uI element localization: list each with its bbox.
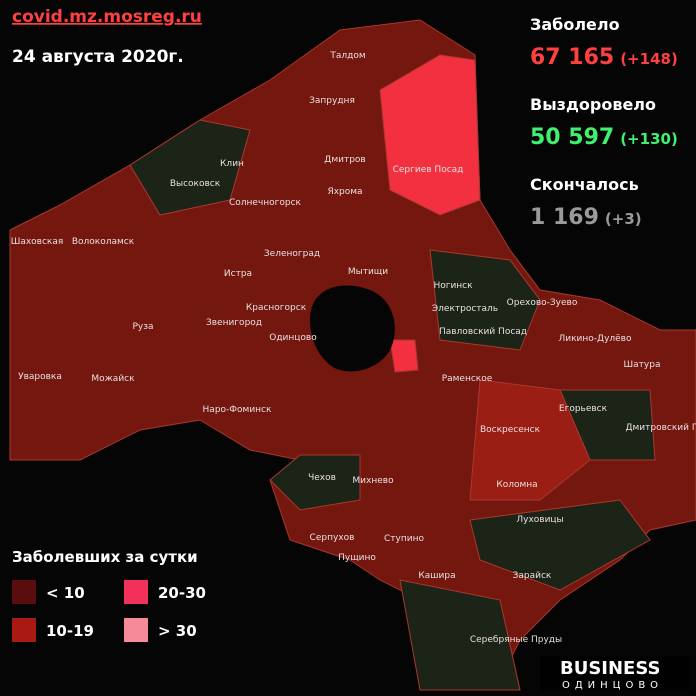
city-label: Павловский Посад (439, 327, 527, 337)
city-label: Электросталь (432, 304, 498, 314)
region-dark (469, 499, 651, 591)
region-bright (379, 54, 481, 216)
city-label: Орехово-Зуево (507, 298, 578, 308)
stats: Заболело 67 165 (+148) Выздоровело 50 597 (+1… (530, 15, 678, 230)
city-label: Солнечногорск (229, 198, 302, 208)
city-labels: Талдом Запрудня Дмитров Яхрома Сергиев Посад… (11, 51, 696, 645)
legend-label: 10-19 (46, 622, 94, 640)
city-label: Егорьевск (559, 404, 608, 414)
stat-value: 50 597 (+130) (530, 125, 678, 150)
city-label: Серебряные Пруды (470, 635, 562, 645)
city-label: Звенигород (206, 318, 262, 328)
date: 24 августа 2020г. (12, 47, 184, 67)
legend-title: Заболевших за сутки (12, 548, 198, 566)
city-label: Высоковск (170, 179, 221, 189)
city-label: Воскресенск (480, 425, 541, 435)
moscow (310, 285, 395, 372)
stat-value: 67 165 (+148) (530, 45, 678, 70)
region-dark (429, 249, 541, 351)
region-dark (129, 119, 251, 216)
legend-swatch (12, 580, 36, 604)
city-label: Коломна (496, 480, 537, 490)
city-label: Ногинск (433, 281, 473, 291)
region-dark (399, 579, 521, 691)
city-label: Наро-Фоминск (203, 405, 272, 415)
stat-delta: (+3) (605, 210, 642, 228)
region-medium (469, 379, 591, 501)
city-label: Красногорск (246, 303, 307, 313)
legend-swatch (124, 580, 148, 604)
stat-delta: (+130) (620, 130, 678, 148)
city-label: Чехов (308, 473, 336, 483)
legend-label: < 10 (46, 584, 85, 602)
stat-number: 1 169 (530, 205, 599, 230)
region-bright (389, 339, 419, 373)
city-label: Шаховская (11, 237, 64, 247)
legend: < 10 10-19 20-30 > 30 (12, 580, 206, 642)
city-label: Дмитровский Погост (625, 423, 696, 433)
stat-value: 1 169 (+3) (530, 205, 642, 230)
region-dark (269, 454, 361, 511)
city-label: Ступино (384, 534, 424, 544)
city-label: Яхрома (327, 187, 362, 197)
city-label: Руза (132, 322, 153, 332)
city-label: Серпухов (310, 533, 355, 543)
legend-swatch (12, 618, 36, 642)
city-label: Шатура (624, 360, 661, 370)
stat-number: 67 165 (530, 45, 614, 70)
city-label: Запрудня (309, 96, 355, 106)
stat-label: Выздоровело (530, 95, 656, 114)
legend-label: 20-30 (158, 584, 206, 602)
logo-bg (540, 656, 690, 690)
legend-swatch (124, 618, 148, 642)
stat-delta: (+148) (620, 50, 678, 68)
city-label: Раменское (442, 374, 493, 384)
city-label: Клин (220, 159, 244, 169)
city-label: Волоколамск (72, 237, 135, 247)
city-label: Мытищи (348, 267, 388, 277)
city-label: Ликино-Дулёво (559, 334, 632, 344)
logo-top: BUSINESS (560, 658, 660, 679)
city-label: Пущино (338, 553, 376, 563)
city-label: Талдом (329, 51, 365, 61)
stat-label: Заболело (530, 15, 620, 34)
city-label: Можайск (91, 374, 135, 384)
city-label: Одинцово (269, 333, 317, 343)
city-label: Истра (224, 269, 252, 279)
city-label: Дмитров (324, 155, 365, 165)
city-label: Кашира (418, 571, 455, 581)
city-label: Зеленоград (264, 249, 320, 259)
city-label: Сергиев Посад (393, 165, 464, 175)
city-label: Уваровка (18, 372, 62, 382)
city-label: Михнево (352, 476, 394, 486)
legend-label: > 30 (158, 622, 197, 640)
site: covid.mz.mosreg.ru (12, 7, 202, 27)
logo-bottom: ОДИНЦОВО (562, 680, 663, 691)
city-label: Зарайск (513, 571, 552, 581)
map (9, 19, 696, 691)
stat-label: Скончалось (530, 175, 639, 194)
city-label: Луховицы (516, 515, 563, 525)
stat-number: 50 597 (530, 125, 614, 150)
